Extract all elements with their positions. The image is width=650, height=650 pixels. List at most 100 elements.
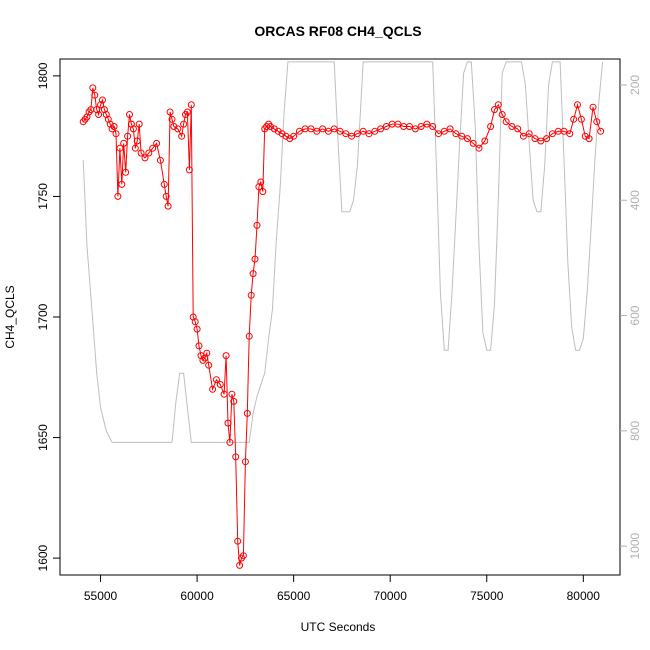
- ch4-point: [491, 106, 498, 114]
- ch4-point: [224, 419, 232, 427]
- ch4-point: [180, 120, 188, 128]
- ch4-point: [203, 349, 211, 357]
- ch4-point: [514, 125, 522, 133]
- ch4-point: [469, 139, 477, 147]
- ch4-point: [164, 202, 172, 210]
- pressure-line: [82, 61, 604, 443]
- ch4-point: [446, 125, 454, 133]
- ch4-point: [423, 120, 431, 128]
- ch4-point: [197, 352, 205, 360]
- ch4-point: [324, 127, 332, 135]
- x-axis: 55000 60000 65000 70000 75000 80000: [84, 574, 600, 603]
- ch4-point: [435, 130, 442, 138]
- ch4-point: [243, 409, 251, 417]
- ch4-point: [236, 561, 244, 569]
- ch4-point: [104, 115, 112, 123]
- ch4-point: [232, 453, 240, 461]
- ch4-series: [79, 84, 605, 569]
- ch4-point: [548, 130, 556, 138]
- ch4-point: [394, 120, 402, 128]
- ch4-point: [122, 168, 130, 176]
- plot-frame: [59, 58, 621, 576]
- ch4-point: [133, 137, 141, 145]
- y-tick-label: 1650: [36, 424, 50, 451]
- ch4-point: [226, 438, 234, 446]
- ch4-line: [82, 87, 602, 566]
- y-tick-label: 1700: [36, 303, 50, 330]
- ch4-point: [267, 123, 274, 130]
- ch4-point: [116, 144, 124, 152]
- y-tick-label: 1750: [36, 183, 50, 210]
- ch4-point: [191, 318, 199, 326]
- ch4-point: [531, 135, 539, 143]
- ch4-point: [429, 123, 437, 130]
- x-tick-label: 60000: [180, 589, 214, 603]
- ch4-point: [241, 458, 249, 466]
- ch4-point: [313, 127, 321, 135]
- ch4-point: [112, 130, 120, 138]
- x-axis-label: UTC Seconds: [301, 620, 376, 634]
- ch4-point: [124, 132, 132, 140]
- ch4-point: [89, 84, 97, 92]
- ch4-point: [95, 111, 103, 118]
- ch4-point: [330, 125, 338, 133]
- ch4-point: [131, 144, 139, 152]
- y-axis-label: CH4_QCLS: [3, 285, 17, 348]
- ch4-point: [135, 120, 143, 128]
- ch4-point: [365, 130, 373, 138]
- y2-tick-label: 200: [628, 75, 642, 95]
- ch4-point: [162, 192, 170, 200]
- ch4-point: [222, 352, 230, 360]
- ch4-point: [589, 103, 597, 111]
- ch4-point: [234, 537, 242, 545]
- x-tick-label: 55000: [84, 589, 118, 603]
- ch4-point: [97, 101, 105, 109]
- y2-axis: 200 400 600 800 1000: [620, 75, 642, 560]
- ch4-point: [249, 270, 257, 278]
- ch4-point: [99, 96, 106, 104]
- y2-tick-label: 1000: [628, 533, 642, 560]
- ch4-point: [239, 552, 247, 560]
- ch4-point: [382, 123, 390, 130]
- ch4-point: [118, 180, 126, 188]
- y-tick-label: 1800: [36, 62, 50, 89]
- ch4-point: [166, 108, 174, 116]
- ch4-point: [220, 390, 228, 398]
- ch4-point: [543, 135, 551, 143]
- ch4-point: [348, 132, 356, 140]
- x-tick-label: 65000: [277, 589, 311, 603]
- plot-area: [79, 61, 605, 569]
- ch4-point: [195, 342, 203, 350]
- ch4-point: [145, 149, 153, 157]
- ch4-point: [251, 255, 259, 263]
- ch4-point: [440, 127, 448, 135]
- ch4-point: [593, 118, 601, 126]
- ch4-point: [463, 135, 471, 143]
- ch4-point: [185, 166, 193, 174]
- ch4-point: [209, 385, 217, 393]
- ch4-point: [508, 123, 516, 130]
- ch4-point: [307, 125, 315, 133]
- ch4-point: [91, 91, 99, 99]
- ch4-point: [255, 183, 263, 191]
- ch4-point: [259, 188, 267, 196]
- pressure-series: [82, 61, 604, 443]
- ch4-point: [183, 108, 191, 116]
- ch4-point: [502, 118, 510, 126]
- ch4-point: [406, 123, 413, 130]
- ch4-point: [458, 132, 466, 140]
- ch4-point: [525, 130, 533, 138]
- ch4-point: [377, 125, 385, 133]
- ch4-point: [585, 135, 593, 143]
- x-tick-label: 70000: [374, 589, 408, 603]
- ch4-point: [247, 291, 255, 299]
- ch4-point: [110, 123, 118, 130]
- ch4-point: [120, 139, 128, 147]
- ch4-point: [187, 101, 195, 109]
- ch4-point: [481, 137, 489, 145]
- ch4-point: [216, 381, 224, 388]
- ch4-point: [577, 115, 585, 123]
- y2-tick-label: 800: [628, 421, 642, 441]
- ch4-point: [353, 130, 361, 138]
